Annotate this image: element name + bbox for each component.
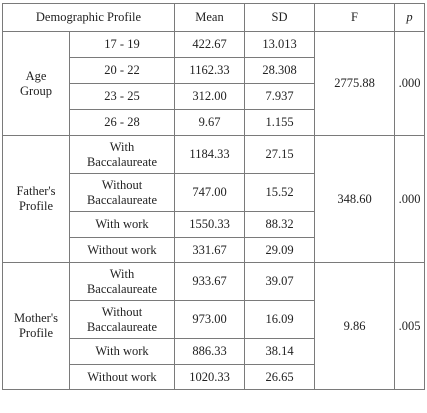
sd-cell: 39.07 — [244, 262, 315, 301]
group-label: Father's Profile — [2, 135, 70, 263]
header-demographic-profile: Demographic Profile — [2, 3, 175, 32]
f-value-cell: 348.60 — [314, 135, 395, 263]
sd-cell: 16.09 — [244, 300, 315, 339]
category-line: 20 - 22 — [104, 63, 140, 77]
header-row: Demographic Profile Mean SD F p — [2, 3, 425, 32]
category-line: Baccalaureate — [86, 154, 158, 169]
category-cell: With work — [69, 338, 175, 365]
category-line: Without work — [87, 242, 157, 257]
demographic-profile-table: Demographic Profile Mean SD F p Age Group… — [2, 3, 425, 390]
header-mean: Mean — [174, 3, 245, 32]
category-line: Baccalaureate — [86, 192, 158, 207]
table-row: Father's Profile With Baccalaureate 1184.33 2… — [2, 135, 425, 263]
sd-cell: 13.013 — [244, 31, 315, 58]
category-line: 23 - 25 — [104, 89, 140, 103]
table-row: Age Group 17 - 19 422.67 13.013 2775.88.000 — [2, 31, 425, 136]
category-line: With — [109, 139, 135, 154]
category-cell: 20 - 22 — [69, 57, 175, 84]
sd-cell: 15.52 — [244, 173, 315, 212]
group-label-line: Group — [20, 83, 52, 98]
table-row: Without work 331.67 29.09 — [3, 237, 425, 263]
sd-cell: 38.14 — [244, 338, 315, 365]
category-line: With work — [95, 217, 149, 231]
group-label-line: Profile — [18, 326, 54, 340]
mean-cell: 422.67 — [174, 31, 245, 58]
sd-cell: 27.15 — [244, 135, 315, 174]
sd-cell: 7.937 — [244, 83, 315, 110]
category-cell: Without work — [69, 364, 175, 390]
table-row: 23 - 25 312.00 7.937 — [3, 83, 425, 110]
category-line: 26 - 28 — [104, 115, 140, 129]
header-p: p — [394, 3, 425, 32]
mean-cell: 973.00 — [174, 300, 245, 339]
group-label-line: Mother's — [14, 311, 58, 325]
category-line: With work — [95, 344, 149, 358]
table-row: Without Baccalaureate 973.00 16.09 — [3, 300, 425, 339]
category-line: Baccalaureate — [86, 281, 158, 296]
category-line: Without — [101, 177, 143, 192]
category-line: Without work — [87, 369, 157, 384]
mean-cell: 9.67 — [174, 109, 245, 136]
p-value-cell: .000 — [394, 31, 425, 136]
mean-cell: 312.00 — [174, 83, 245, 110]
f-value-cell: 9.86 — [314, 262, 395, 390]
header-f: F — [314, 3, 395, 32]
mean-cell: 886.33 — [174, 338, 245, 365]
group-label-line: Father's — [16, 184, 56, 198]
mean-cell: 1162.33 — [174, 57, 245, 84]
category-cell: With work — [69, 211, 175, 238]
mean-cell: 1020.33 — [174, 364, 245, 390]
table-row: Without Baccalaureate 747.00 15.52 — [3, 173, 425, 212]
category-cell: With Baccalaureate — [69, 135, 175, 174]
table-row: Mother's Profile With Baccalaureate 933.67 39… — [2, 262, 425, 390]
category-cell: Without Baccalaureate — [69, 300, 175, 339]
category-cell: Without Baccalaureate — [69, 173, 175, 212]
sd-cell: 28.308 — [244, 57, 315, 84]
mean-cell: 1550.33 — [174, 211, 245, 238]
sd-cell: 88.32 — [244, 211, 315, 238]
mean-cell: 1184.33 — [174, 135, 245, 174]
mean-cell: 747.00 — [174, 173, 245, 212]
mean-cell: 933.67 — [174, 262, 245, 301]
category-line: Without — [101, 304, 143, 319]
sd-cell: 29.09 — [244, 237, 315, 263]
p-value-cell: .005 — [394, 262, 425, 390]
category-cell: 17 - 19 — [69, 31, 175, 58]
category-line: With — [109, 266, 135, 281]
group-label-line: Profile — [18, 199, 54, 213]
sd-cell: 1.155 — [244, 109, 315, 136]
table-container: Demographic Profile Mean SD F p Age Group… — [2, 3, 425, 390]
table-row: Without work 1020.33 26.65 — [3, 364, 425, 390]
header-sd: SD — [244, 3, 315, 32]
category-line: 17 - 19 — [104, 37, 140, 51]
category-cell: Without work — [69, 237, 175, 263]
table-row: 26 - 28 9.67 1.155 — [3, 109, 425, 136]
category-cell: 26 - 28 — [69, 109, 175, 136]
table-body: Age Group 17 - 19 422.67 13.013 2775.88.000 20… — [2, 31, 425, 390]
sd-cell: 26.65 — [244, 364, 315, 390]
mean-cell: 331.67 — [174, 237, 245, 263]
category-cell: With Baccalaureate — [69, 262, 175, 301]
table-row: 20 - 22 1162.33 28.308 — [3, 57, 425, 84]
group-label: Mother's Profile — [2, 262, 70, 390]
group-label: Age Group — [2, 31, 70, 136]
category-line: Baccalaureate — [86, 319, 158, 334]
f-value-cell: 2775.88 — [314, 31, 395, 136]
p-value-cell: .000 — [394, 135, 425, 263]
category-cell: 23 - 25 — [69, 83, 175, 110]
group-label-line: Age — [25, 68, 47, 83]
